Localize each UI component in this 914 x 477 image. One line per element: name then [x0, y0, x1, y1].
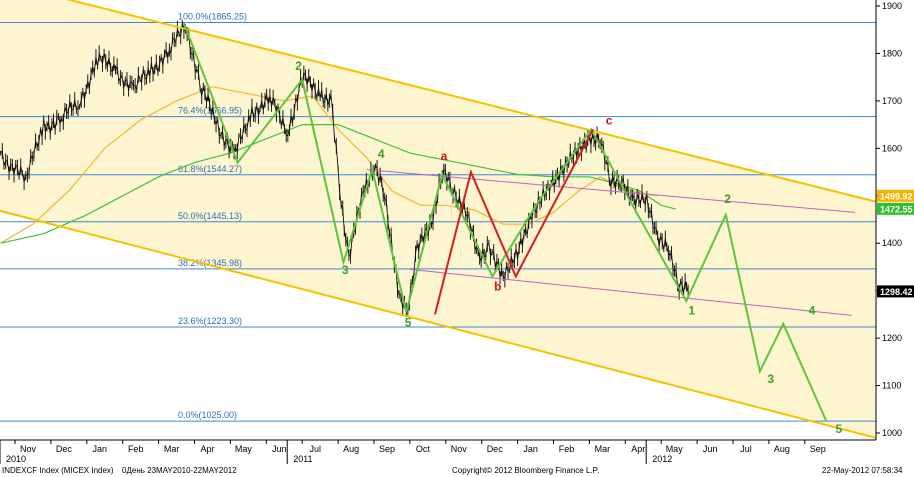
channel-fill: [0, 0, 876, 438]
x-tick-label: Mar: [595, 444, 611, 454]
x-tick-label: Nov: [20, 444, 37, 454]
instrument-label: INDEXCF Index (MICEX Index): [2, 466, 114, 475]
wave-label: a: [441, 149, 448, 163]
x-tick-label: Jul: [309, 444, 321, 454]
y-tick-label: 1100: [882, 381, 901, 391]
wave-label: 2: [295, 59, 302, 73]
price-tag-label: 1472.55: [880, 204, 913, 214]
y-tick-label: 1600: [882, 143, 902, 153]
y-tick-label: 1000: [882, 428, 902, 438]
price-series: [0, 19, 689, 317]
x-tick-label: Jun: [272, 444, 287, 454]
wave-label: 5: [405, 315, 412, 329]
wave-label: b: [494, 280, 501, 294]
fib-level-label: 23.6%(1223.30): [178, 316, 242, 326]
year-label: 2010: [6, 454, 26, 464]
price-tag-label: 1298.42: [880, 287, 913, 297]
wave-label: 5: [836, 422, 843, 436]
x-tick-label: Apr: [631, 444, 645, 454]
x-tick-label: Dec: [56, 444, 73, 454]
x-tick-label: Feb: [559, 444, 575, 454]
corrective-wave: [434, 128, 594, 315]
copyright-label: Copyright© 2012 Bloomberg Finance L.P.: [452, 466, 600, 475]
fib-level-label: 61.8%(1544.27): [178, 164, 242, 174]
x-tick-label: Jul: [740, 444, 752, 454]
price-tag: [877, 202, 914, 215]
elliott-waves: [182, 22, 828, 422]
impulse-wave: [182, 22, 828, 422]
fib-level-label: 100.0%(1865.25): [178, 11, 247, 21]
y-tick-label: 1400: [882, 238, 902, 248]
wave-label: 3: [767, 372, 774, 386]
wave-label: 2: [724, 192, 731, 206]
x-tick-label: Apr: [200, 444, 214, 454]
x-tick-label: Feb: [128, 444, 144, 454]
x-tick-label: Dec: [487, 444, 504, 454]
wave-label: 4: [378, 147, 385, 161]
x-tick-label: Mar: [164, 444, 180, 454]
y-axis: 1000110012001300140015001600170018001900: [876, 1, 902, 438]
y-tick-label: 1800: [882, 48, 902, 58]
y-tick-label: 1900: [882, 1, 902, 11]
x-tick-label: Nov: [451, 444, 468, 454]
channel-lines: [0, 0, 876, 439]
x-tick-label: Sep: [810, 444, 826, 454]
price-tag-label: 1499.92: [880, 191, 913, 201]
price-line: [0, 23, 689, 311]
footer: INDEXCF Index (MICEX Index) 0День 23MAY2…: [0, 465, 914, 477]
x-tick-label: May: [666, 444, 684, 454]
channel-line: [65, 0, 876, 203]
wave-label: 3: [342, 263, 349, 277]
x-tick-label: Sep: [379, 444, 395, 454]
frequency-label: 0День 23MAY2010-22MAY2012: [122, 466, 237, 475]
year-label: 2011: [293, 454, 312, 464]
trend-lines: [366, 169, 856, 316]
price-tag: [877, 285, 914, 298]
y-tick-label: 1200: [882, 333, 902, 343]
y-tick-label: 1700: [882, 96, 902, 106]
x-tick-label: May: [235, 444, 253, 454]
price-tag: [877, 189, 914, 202]
wave-labels: 2 3 4 5 a b c 1 2 3 4 5: [295, 59, 842, 436]
fib-level-label: 0.0%(1025.00): [178, 410, 237, 420]
x-tick-label: Aug: [774, 444, 790, 454]
x-tick-label: Jun: [703, 444, 718, 454]
moving-average-long: [0, 123, 676, 244]
x-tick-label: Aug: [343, 444, 359, 454]
wave-label: 4: [809, 303, 816, 317]
x-tick-label: Jan: [523, 444, 538, 454]
price-tags: 1499.92 1472.55 1298.42: [877, 189, 914, 298]
fib-level-label: 50.0%(1445.13): [178, 211, 242, 221]
fib-level-label: 38.2%(1345.98): [178, 258, 242, 268]
x-tick-label: Jan: [93, 444, 108, 454]
year-label: 2012: [652, 454, 672, 464]
trend-line: [409, 268, 852, 316]
x-tick-label: Oct: [416, 444, 431, 454]
channel-line: [0, 209, 876, 439]
wave-label: 1: [688, 303, 695, 317]
trend-line: [366, 169, 856, 213]
timestamp-label: 22-May-2012 07:58:34: [822, 466, 903, 475]
wave-label: c: [606, 114, 613, 128]
